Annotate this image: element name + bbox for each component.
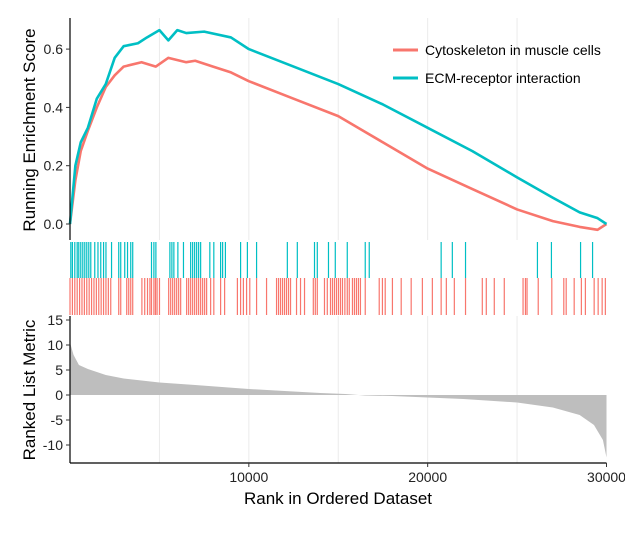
legend-label-ecm: ECM-receptor interaction: [425, 70, 581, 86]
metric-y-axis-title: Ranked List Metric: [20, 319, 39, 460]
es-line-1: [68, 28, 608, 226]
axes: 0.0 0.2 0.4 0.6 15 10 5 0 -5 -10 10000 20000 30000: [43, 18, 625, 485]
es-lines: [68, 28, 608, 232]
metric-y-tick-label: 15: [47, 312, 63, 328]
x-tick-label: 20000: [408, 469, 447, 485]
metric-y-tick-label: -5: [51, 412, 64, 428]
metric-y-tick-label: 0: [55, 387, 63, 403]
es-y-tick-label: 0.0: [44, 216, 64, 232]
ranked-metric-area: [70, 342, 607, 458]
metric-y-tick-label: 10: [47, 337, 63, 353]
metric-y-tick-label: -10: [43, 437, 63, 453]
x-tick-label: 10000: [229, 469, 268, 485]
x-axis-title: Rank in Ordered Dataset: [244, 489, 432, 508]
legend-label-cytoskeleton: Cytoskeleton in muscle cells: [425, 42, 601, 58]
metric-y-tick-label: 5: [55, 362, 63, 378]
es-line-0: [68, 56, 608, 232]
hit-ticks: [69, 242, 606, 315]
x-tick-label: 30000: [587, 469, 625, 485]
es-y-tick-label: 0.6: [44, 41, 64, 57]
es-y-axis-title: Running Enrichment Score: [20, 28, 39, 231]
es-y-tick-label: 0.2: [44, 158, 64, 174]
legend: Cytoskeleton in muscle cells ECM-recepto…: [393, 42, 601, 86]
es-y-tick-label: 0.4: [44, 99, 64, 115]
grid: [158, 18, 518, 463]
ranked-metric-fill: [70, 342, 607, 458]
